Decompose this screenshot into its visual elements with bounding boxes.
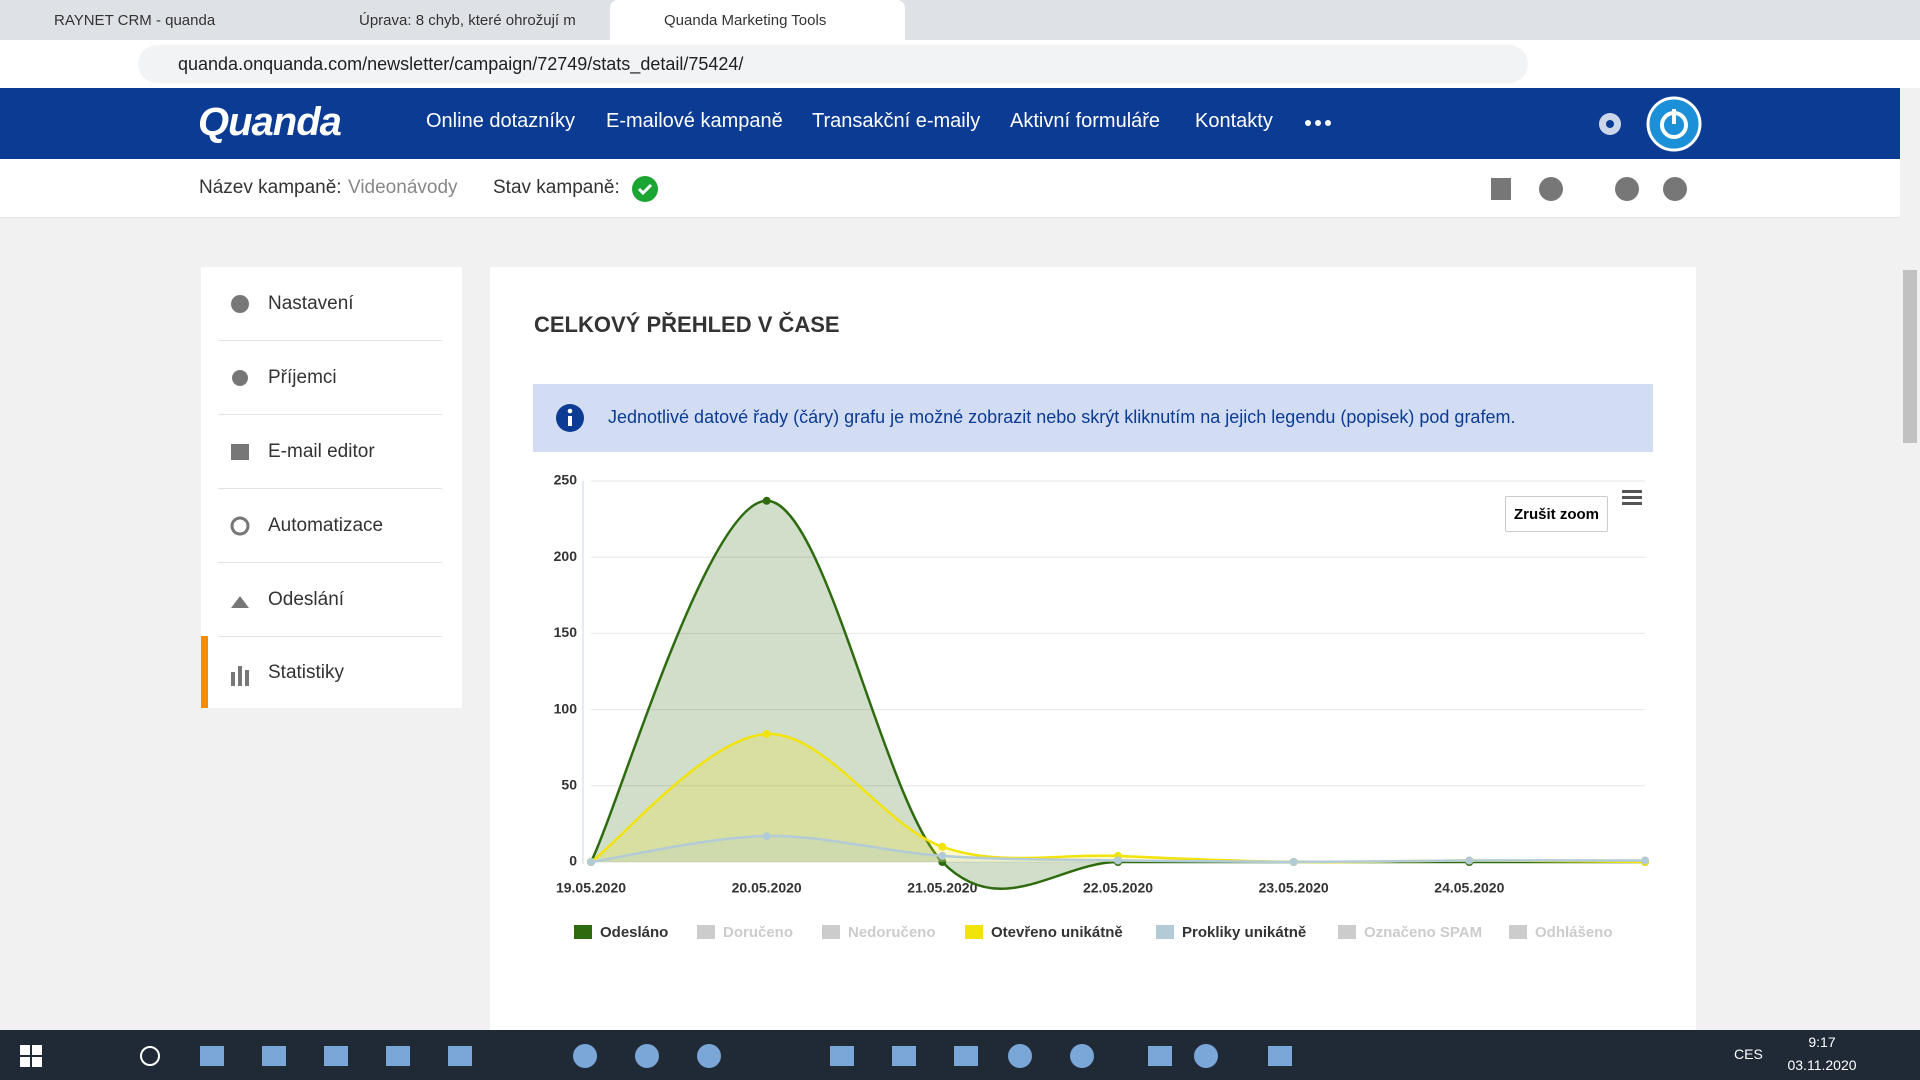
- legend-label[interactable]: Odhlášeno: [1535, 924, 1613, 941]
- point-marker: [1641, 856, 1649, 865]
- campaign-name: Videonávody: [348, 177, 458, 198]
- separator: [218, 636, 442, 637]
- sidebar-item[interactable]: Odeslání: [201, 563, 462, 637]
- y-tick-label: 150: [554, 624, 578, 640]
- tab-title: Quanda Marketing Tools: [664, 11, 827, 29]
- sidebar-item[interactable]: Automatizace: [201, 489, 462, 563]
- point-marker: [938, 842, 947, 851]
- x-tick-label: 19.05.2020: [556, 880, 626, 896]
- separator: [218, 340, 442, 341]
- series-line: [589, 499, 1645, 890]
- legend-swatch: [965, 925, 983, 939]
- url: quanda.onquanda.com/newsletter/campaign/…: [178, 54, 744, 74]
- address-bar[interactable]: [138, 45, 1528, 83]
- point-marker: [762, 832, 771, 841]
- legend-label[interactable]: Otevřeno unikátně: [991, 924, 1123, 941]
- separator: [218, 562, 442, 563]
- sidebar-label: Nastavení: [268, 293, 354, 314]
- clock-time[interactable]: 9:17: [1808, 1034, 1836, 1050]
- series-area: [591, 500, 1645, 889]
- info-icon: [556, 404, 584, 432]
- legend-swatch: [822, 925, 840, 939]
- legend-label[interactable]: Odesláno: [600, 924, 668, 941]
- legend-label[interactable]: Doručeno: [723, 924, 793, 941]
- point-marker: [1289, 858, 1298, 866]
- power-button[interactable]: [1646, 96, 1702, 152]
- tab-strip: [0, 0, 1920, 40]
- sidebar-label: E-mail editor: [268, 441, 375, 462]
- tab-active[interactable]: Quanda Marketing Tools: [610, 0, 905, 40]
- label: Název kampaně:: [199, 177, 342, 198]
- chart-menu[interactable]: [1620, 488, 1644, 508]
- point-marker: [762, 496, 771, 505]
- active-indicator: [201, 636, 208, 708]
- status-ok: [632, 176, 658, 202]
- logo[interactable]: Quanda: [198, 100, 342, 144]
- sidebar-label: Příjemci: [268, 367, 337, 388]
- nav-item[interactable]: Aktivní formuláře: [1010, 110, 1161, 132]
- y-tick-label: 200: [554, 548, 578, 564]
- tab[interactable]: RAYNET CRM - quanda: [0, 0, 295, 40]
- more-menu[interactable]: [1300, 110, 1340, 136]
- y-tick-label: 50: [561, 777, 577, 793]
- point-marker: [587, 858, 595, 866]
- tab-title: Úprava: 8 chyb, které ohrožují m: [359, 11, 576, 29]
- separator: [218, 488, 442, 489]
- label: Stav kampaně:: [493, 177, 620, 198]
- reset-zoom-button[interactable]: Zrušit zoom: [1505, 496, 1608, 532]
- section-title: CELKOVÝ PŘEHLED V ČASE: [534, 312, 840, 337]
- separator: [218, 414, 442, 415]
- nav-item[interactable]: Transakční e-maily: [812, 110, 981, 132]
- sidebar-item[interactable]: Statistiky: [201, 636, 462, 710]
- series-area: [591, 836, 1645, 862]
- campaign-bar: [0, 159, 1900, 218]
- sidebar-label: Statistiky: [268, 662, 345, 683]
- legend-label[interactable]: Nedoručeno: [848, 924, 936, 941]
- settings-icon[interactable]: [1594, 108, 1626, 140]
- y-tick-label: 100: [554, 700, 578, 716]
- nav-item[interactable]: Online dotazníky: [426, 110, 575, 132]
- chart: 0 50 100 150 200 250 19.05.2020 20.05.2020 21.05…: [554, 472, 1649, 941]
- tab-title: RAYNET CRM - quanda: [54, 11, 216, 29]
- legend-swatch: [1509, 925, 1527, 939]
- point-marker: [938, 851, 947, 860]
- x-tick-label: 20.05.2020: [732, 880, 802, 896]
- taskbar-icons[interactable]: [20, 1043, 1320, 1069]
- x-tick-label: 24.05.2020: [1434, 880, 1504, 896]
- clock-date[interactable]: 03.11.2020: [1787, 1057, 1857, 1073]
- point-marker: [762, 729, 771, 738]
- sidebar-item[interactable]: Nastavení: [201, 267, 462, 341]
- point-marker: [938, 858, 947, 866]
- sidebar-item[interactable]: Příjemci: [201, 341, 462, 415]
- nav-item[interactable]: Kontakty: [1195, 110, 1273, 132]
- x-tick-label: 21.05.2020: [907, 880, 977, 896]
- x-tick-label: 23.05.2020: [1259, 880, 1329, 896]
- info-box: [533, 384, 1653, 452]
- scrollbar[interactable]: [1900, 88, 1920, 1030]
- sidebar-item[interactable]: E-mail editor: [201, 415, 462, 489]
- point-marker: [1465, 856, 1474, 865]
- y-tick-label: 0: [569, 853, 577, 869]
- scroll-thumb[interactable]: [1903, 270, 1917, 443]
- legend-swatch: [574, 925, 592, 939]
- language[interactable]: CES: [1734, 1046, 1763, 1062]
- tab[interactable]: Úprava: 8 chyb, které ohrožují m: [305, 0, 600, 40]
- legend-label[interactable]: Označeno SPAM: [1364, 924, 1482, 941]
- series-area: [591, 733, 1645, 863]
- legend-swatch: [697, 925, 715, 939]
- point-marker: [1114, 856, 1122, 865]
- y-tick-label: 250: [554, 472, 578, 488]
- nav-item[interactable]: E-mailové kampaně: [606, 110, 783, 132]
- info-text: Jednotlivé datové řady (čáry) grafu je m…: [608, 407, 1516, 427]
- legend-label[interactable]: Prokliky unikátně: [1182, 924, 1306, 941]
- sidebar-label: Automatizace: [268, 515, 384, 536]
- legend-swatch: [1156, 925, 1174, 939]
- sidebar-icons: [230, 295, 250, 686]
- toolbar-icons[interactable]: [1486, 174, 1716, 204]
- x-tick-label: 22.05.2020: [1083, 880, 1153, 896]
- navbar: [0, 88, 1900, 159]
- sidebar-label: Odeslání: [268, 589, 345, 610]
- legend-swatch: [1338, 925, 1356, 939]
